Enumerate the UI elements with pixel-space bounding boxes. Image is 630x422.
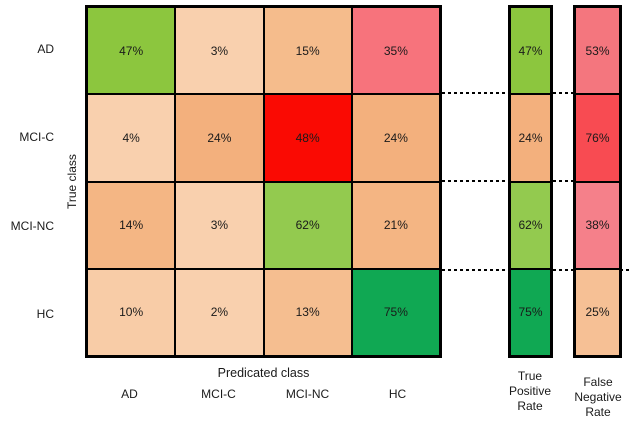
matrix-cell-r1c0: 4% — [87, 94, 176, 182]
fnr-cell-ad: 53% — [575, 7, 620, 95]
matrix-cell-r0c2: 15% — [263, 7, 352, 95]
tpr-cell-ad: 47% — [510, 7, 551, 95]
tpr-cell-mci-c: 24% — [510, 94, 551, 182]
col-label-ad: AD — [121, 387, 138, 401]
matrix-cell-r2c0: 14% — [87, 181, 176, 269]
tpr-label-line1: True — [517, 369, 543, 383]
fnr-label-line2: Negative — [574, 390, 622, 404]
fnr-label-line1: False — [583, 375, 613, 389]
row-label-mci-nc: MCI-NC — [10, 218, 54, 233]
y-axis-title: True class — [65, 154, 79, 209]
fnr-cell-mci-nc: 38% — [575, 181, 620, 269]
confusion-matrix-grid: 47% 3% 15% 35% 4% 24% 48% 24% 14% 3% 62%… — [85, 5, 442, 358]
fnr-label-line3: Rate — [585, 405, 611, 419]
matrix-cell-r1c1: 24% — [175, 94, 264, 182]
col-label-mci-nc: MCI-NC — [285, 387, 330, 401]
matrix-cell-r0c0: 47% — [87, 7, 176, 95]
matrix-cell-r2c2: 62% — [263, 181, 352, 269]
matrix-cell-r3c1: 2% — [175, 268, 264, 356]
fnr-column-label: False Negative Rate — [562, 375, 630, 420]
dashed-separator — [442, 180, 508, 182]
dashed-separator — [553, 92, 573, 94]
matrix-cell-r1c3: 24% — [351, 94, 440, 182]
tpr-cell-mci-nc: 62% — [510, 181, 551, 269]
dashed-separator — [620, 269, 630, 271]
tpr-label-line2: Positive — [508, 384, 552, 398]
row-label-hc: HC — [36, 307, 54, 321]
row-label-ad: AD — [37, 42, 54, 56]
fnr-cell-hc: 25% — [575, 268, 620, 356]
tpr-label-line3: Rate — [517, 399, 543, 413]
fnr-cell-mci-c: 76% — [575, 94, 620, 182]
matrix-cell-r3c2: 13% — [263, 268, 352, 356]
tpr-column: 47% 24% 62% 75% — [508, 5, 553, 358]
matrix-cell-r0c1: 3% — [175, 7, 264, 95]
col-label-mci-c: MCI-C — [201, 387, 236, 401]
matrix-cell-r2c1: 3% — [175, 181, 264, 269]
tpr-cell-hc: 75% — [510, 268, 551, 356]
fnr-column: 53% 76% 38% 25% — [573, 5, 622, 358]
dashed-separator — [553, 180, 573, 182]
dashed-separator — [442, 92, 508, 94]
tpr-column-label: True Positive Rate — [494, 369, 566, 414]
row-label-mci-c: MCI-C — [19, 130, 54, 144]
x-axis-title: Predicated class — [217, 366, 310, 380]
dashed-separator — [442, 269, 508, 271]
matrix-cell-r2c3: 21% — [351, 181, 440, 269]
dashed-separator — [553, 269, 573, 271]
matrix-cell-r1c2: 48% — [263, 94, 352, 182]
matrix-cell-r0c3: 35% — [351, 7, 440, 95]
matrix-cell-r3c3: 75% — [351, 268, 440, 356]
matrix-cell-r3c0: 10% — [87, 268, 176, 356]
col-label-hc: HC — [388, 387, 407, 401]
